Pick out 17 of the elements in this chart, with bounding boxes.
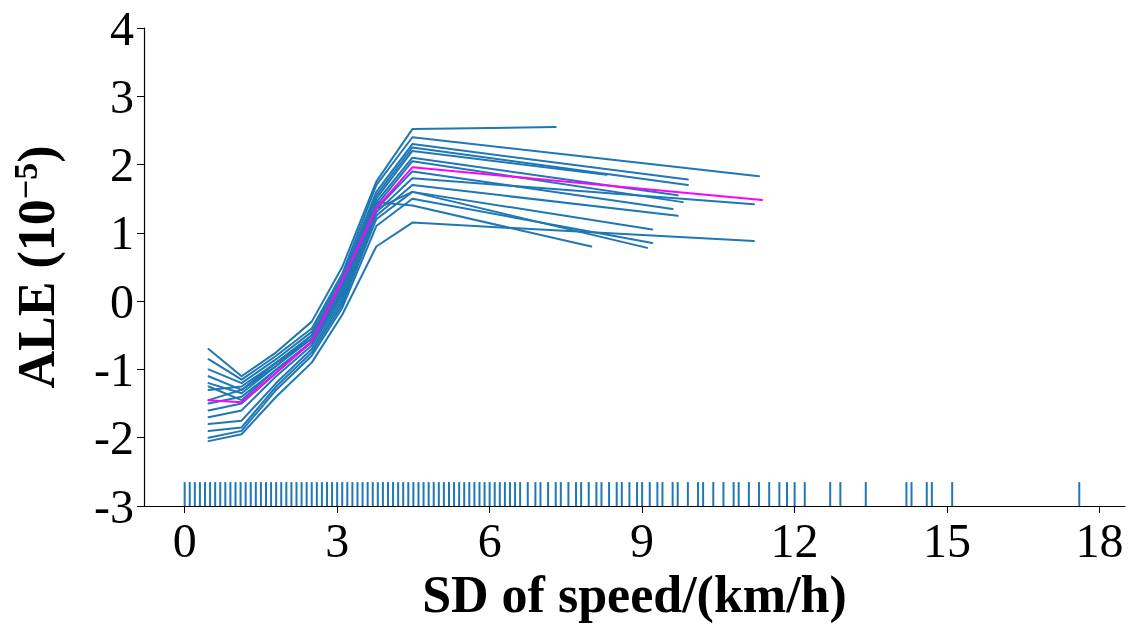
x-tick-label: 9 [630,513,655,567]
x-tick-label: 6 [477,513,502,567]
y-axis-title: ALE (10−5) [6,145,66,389]
x-tick-label: 0 [172,513,197,567]
x-axis-title: SD of speed/(km/h) [422,566,847,625]
y-tick-label: -1 [94,342,134,396]
y-tick-label: 2 [110,138,134,192]
y-tick-label: 4 [110,1,134,55]
y-tick-label: -3 [94,479,134,533]
y-tick-label: 1 [110,206,134,260]
y-tick-label: -2 [94,411,134,465]
y-tick-label: 0 [110,274,134,328]
x-tick-label: 15 [923,513,972,567]
x-tick-label: 12 [770,513,819,567]
x-tick-label: 3 [325,513,350,567]
y-tick-label: 3 [110,69,134,123]
x-tick-label: 18 [1075,513,1124,567]
